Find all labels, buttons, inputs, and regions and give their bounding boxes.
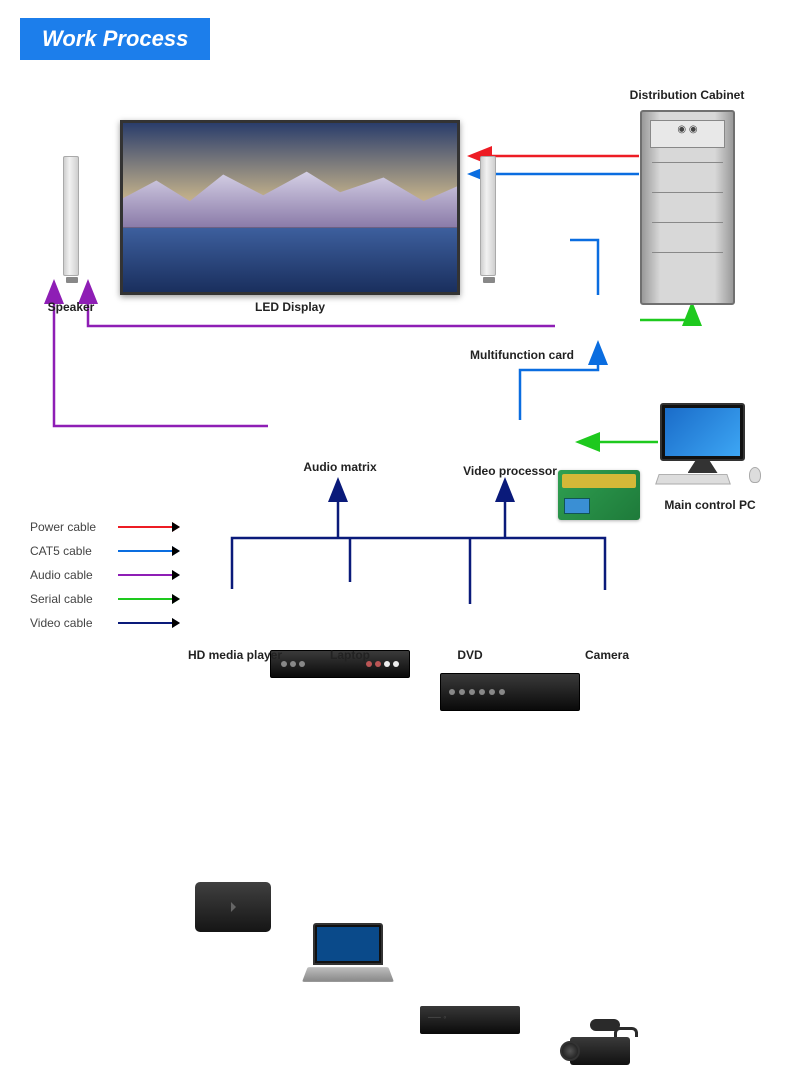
edge-video [232,538,605,590]
hd-media-player [195,882,271,932]
dvd-label: DVD [450,648,490,662]
legend-arrow-icon [118,598,178,600]
legend-row-power-cable: Power cable [30,520,178,534]
multifunction-card-label: Multifunction card [470,348,600,362]
video-processor-label: Video processor [455,464,565,478]
connection-lines [0,0,800,694]
edge-serial [640,306,692,320]
legend-arrow-icon [118,622,178,624]
laptop [305,923,391,983]
legend-label: CAT5 cable [30,544,118,558]
hd-media-player-label: HD media player [180,648,290,662]
legend-arrow-icon [118,550,178,552]
video-processor [440,673,580,711]
led-display [120,120,460,295]
legend-label: Audio cable [30,568,118,582]
legend-label: Power cable [30,520,118,534]
legend-row-audio-cable: Audio cable [30,568,178,582]
legend-label: Serial cable [30,592,118,606]
speaker-right [480,156,496,276]
legend-row-video-cable: Video cable [30,616,178,630]
speaker-label: Speaker [40,300,102,314]
main-control-pc-label: Main control PC [650,498,770,512]
title-bar: Work Process [20,18,210,60]
legend-row-cat5-cable: CAT5 cable [30,544,178,558]
distribution-cabinet [640,110,735,305]
dvd-player [420,1006,520,1034]
speaker-left [63,156,79,276]
main-control-pc [660,403,745,461]
distribution-cabinet-label: Distribution Cabinet [612,88,762,102]
multifunction-card [558,470,640,520]
edge-cat5 [570,240,598,295]
camera [560,1019,650,1069]
legend-label: Video cable [30,616,118,630]
legend-arrow-icon [118,526,178,528]
legend-arrow-icon [118,574,178,576]
led-display-label: LED Display [240,300,340,314]
laptop-label: Laptop [320,648,380,662]
legend-row-serial-cable: Serial cable [30,592,178,606]
audio-matrix-label: Audio matrix [290,460,390,474]
camera-label: Camera [577,648,637,662]
